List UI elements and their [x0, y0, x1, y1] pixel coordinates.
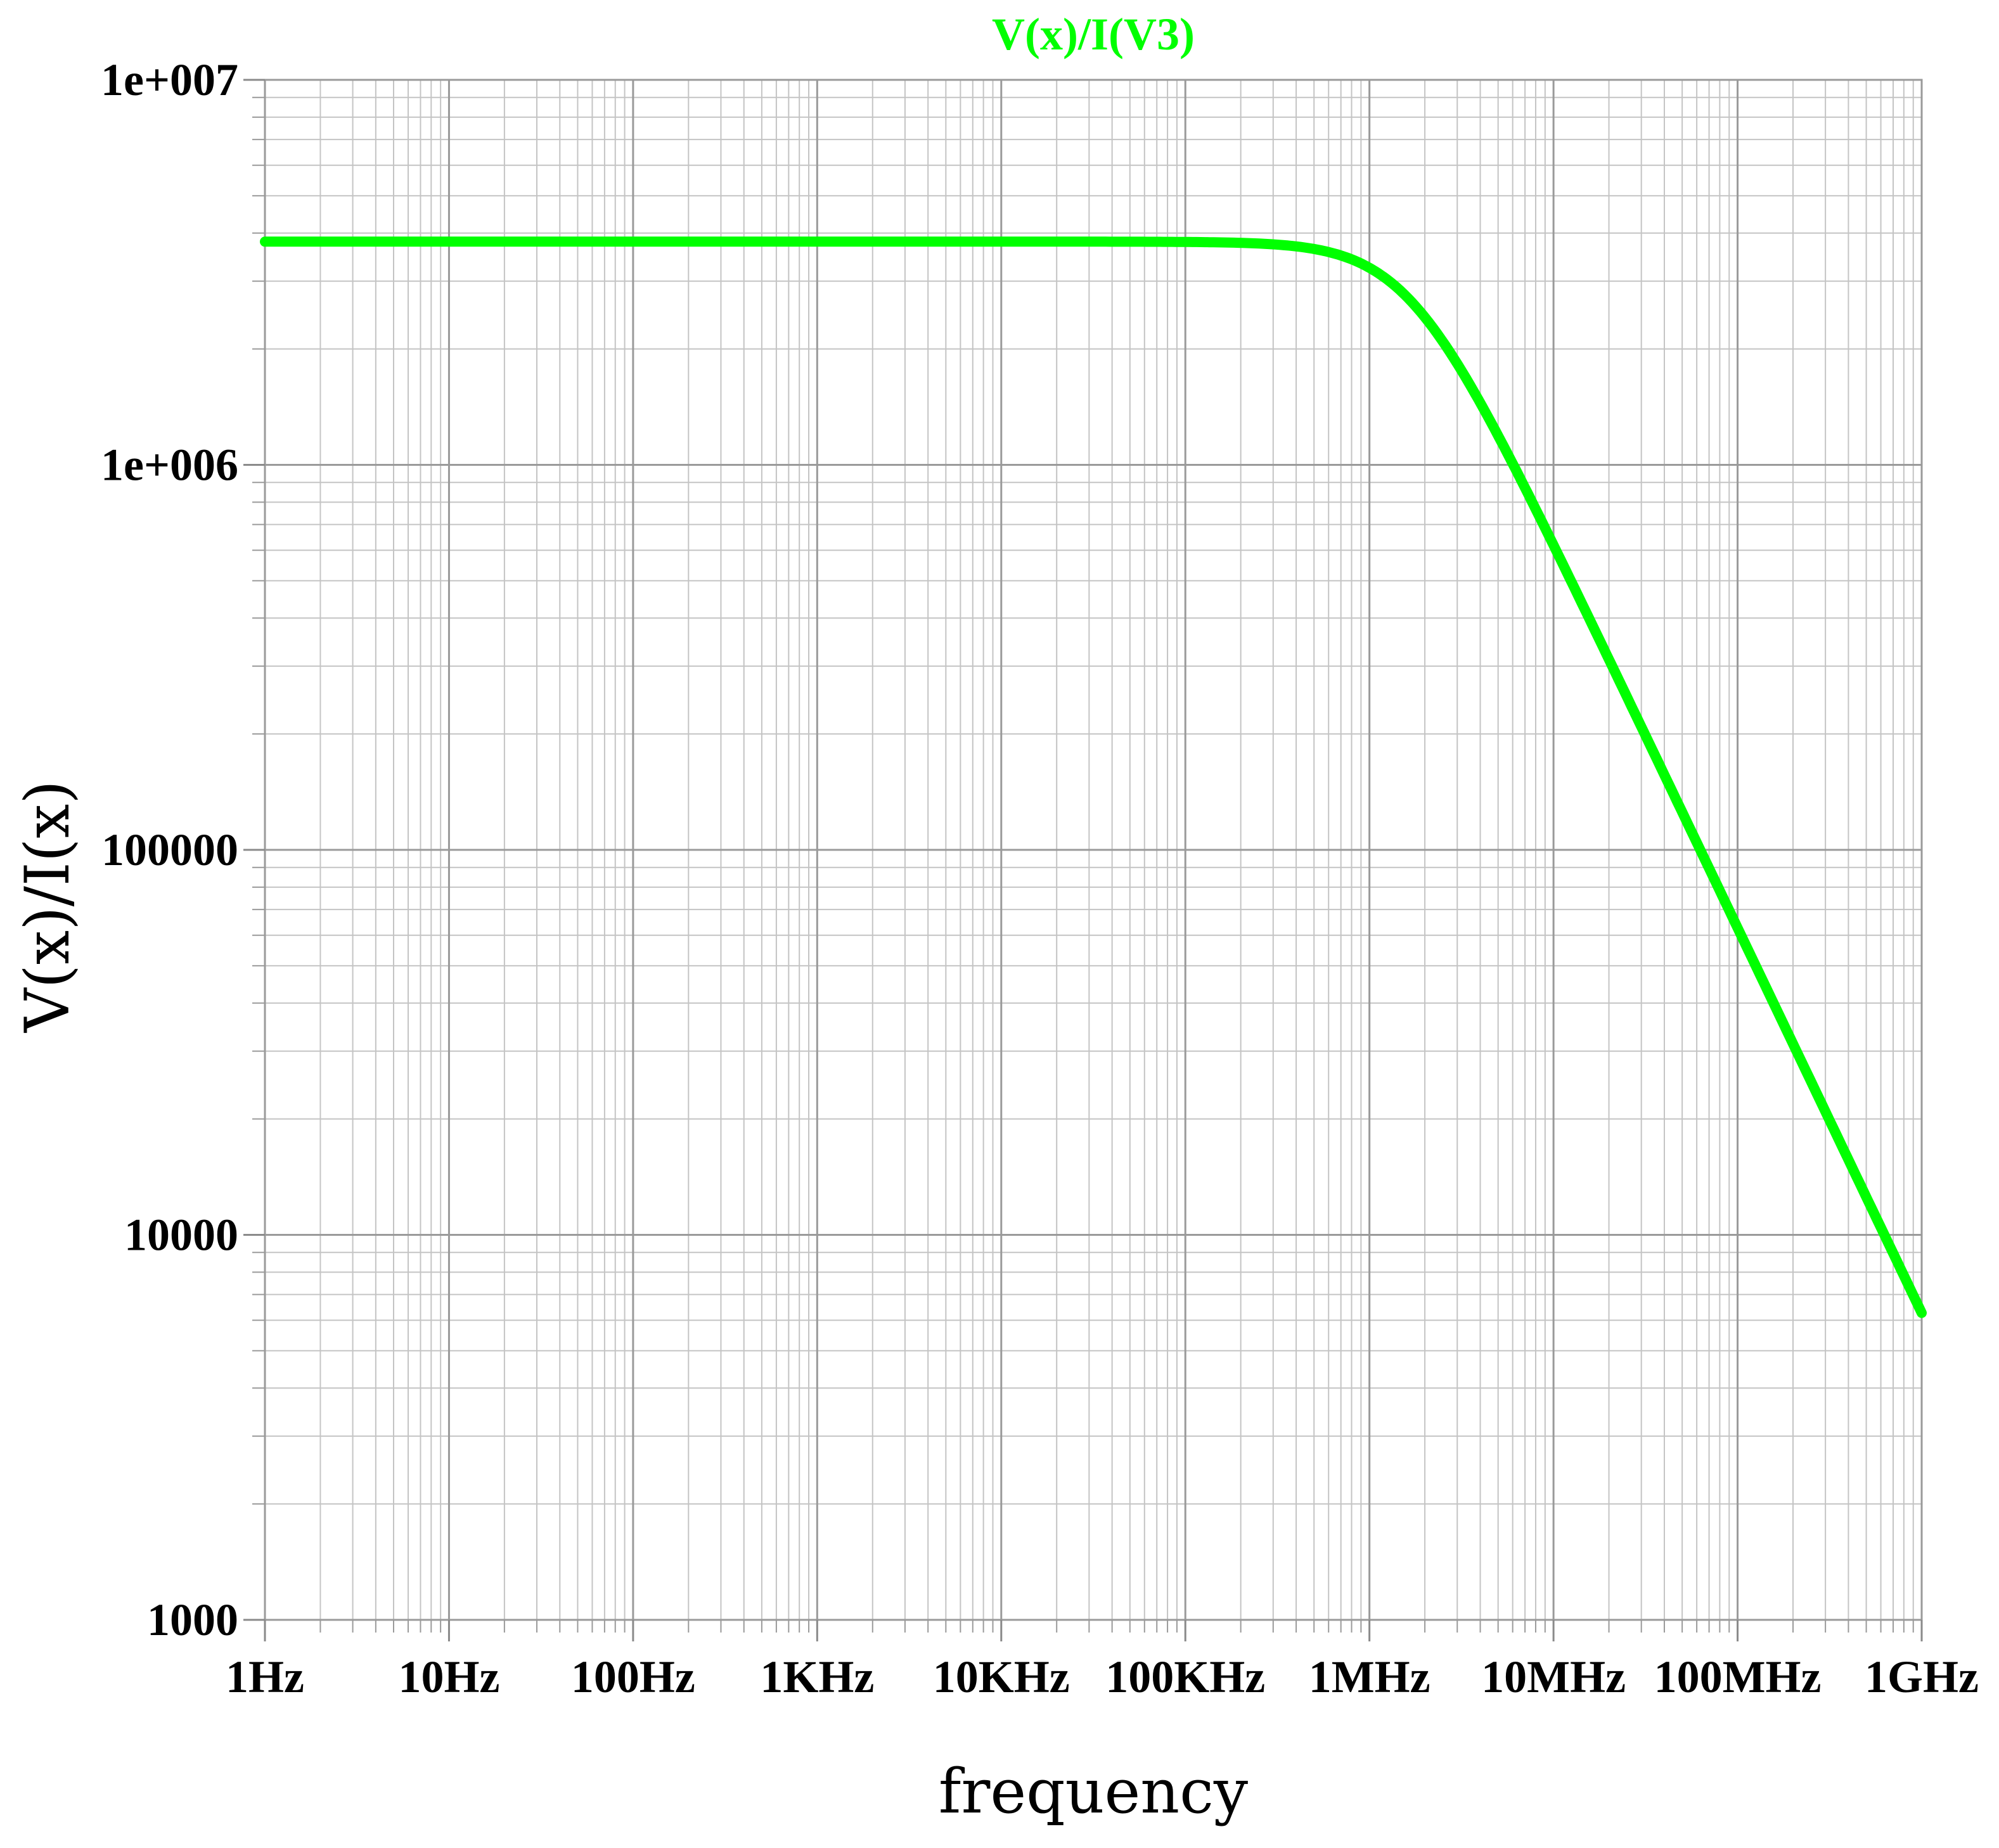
chart-title: V(x)/I(V3)	[992, 9, 1195, 60]
x-tick-label: 1KHz	[760, 1652, 874, 1702]
x-tick-label: 10KHz	[933, 1652, 1070, 1702]
x-tick-label: 100KHz	[1105, 1652, 1265, 1702]
axis-ticks	[243, 79, 1923, 1641]
x-axis-title: frequency	[939, 1756, 1248, 1827]
x-tick-labels: 1Hz 10Hz 100Hz 1KHz 10KHz 100KHz 1MHz 10MHz 100M…	[226, 1652, 1979, 1702]
x-tick-label: 1Hz	[226, 1652, 304, 1702]
y-tick-label: 10000	[124, 1210, 238, 1261]
major-gridlines	[264, 79, 1923, 1621]
y-axis-title: V(x)/I(x)	[12, 780, 83, 1033]
x-tick-label: 100MHz	[1654, 1652, 1822, 1702]
x-tick-label: 1GHz	[1865, 1652, 1979, 1702]
x-tick-label: 10MHz	[1481, 1652, 1626, 1702]
y-tick-label: 100000	[101, 825, 238, 875]
y-tick-label: 1e+006	[101, 440, 238, 491]
x-tick-label: 10Hz	[398, 1652, 499, 1702]
x-tick-label: 100Hz	[571, 1652, 695, 1702]
series-line-v-x-over-i-v3	[260, 236, 1927, 1318]
y-tick-label: 1e+007	[101, 55, 238, 105]
y-tick-labels: 1000 10000 100000 1e+006 1e+007	[101, 55, 238, 1645]
x-tick-label: 1MHz	[1309, 1652, 1430, 1702]
y-tick-label: 1000	[147, 1595, 238, 1645]
